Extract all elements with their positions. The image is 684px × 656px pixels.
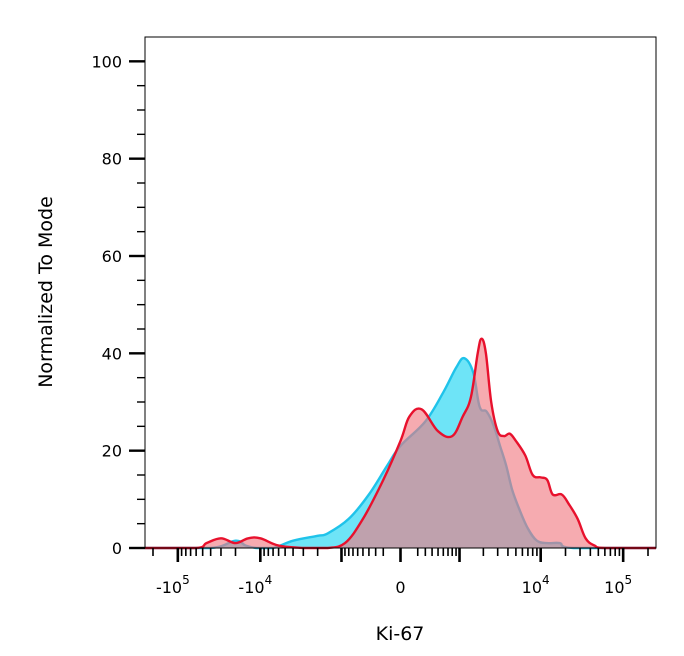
y-tick-label: 20	[102, 442, 122, 461]
x-axis-title: Ki-67	[376, 623, 425, 645]
x-tick-label: 104	[522, 573, 550, 597]
series-2-line	[144, 337, 656, 550]
series-layer	[144, 337, 656, 550]
x-tick-label: 0	[395, 578, 405, 597]
x-tick-exponent: 4	[265, 573, 273, 587]
y-axis: 0 20 40 60 80 100	[91, 52, 145, 558]
x-tick-label: -105	[156, 573, 190, 597]
y-tick-label: 60	[102, 247, 122, 266]
x-tick-exponent: 4	[542, 573, 550, 587]
x-tick-label: -104	[238, 573, 272, 597]
x-tick-label: 105	[604, 573, 632, 597]
x-tick-exponent: 5	[625, 573, 633, 587]
y-tick-label: 0	[112, 539, 122, 558]
y-tick-label: 100	[91, 52, 122, 71]
y-tick-label: 40	[102, 344, 122, 363]
y-tick-label: 80	[102, 150, 122, 169]
x-tick-exponent: 5	[182, 573, 190, 587]
x-axis: -105 -104 0 104 105	[152, 548, 649, 597]
y-axis-title: Normalized To Mode	[35, 196, 57, 388]
